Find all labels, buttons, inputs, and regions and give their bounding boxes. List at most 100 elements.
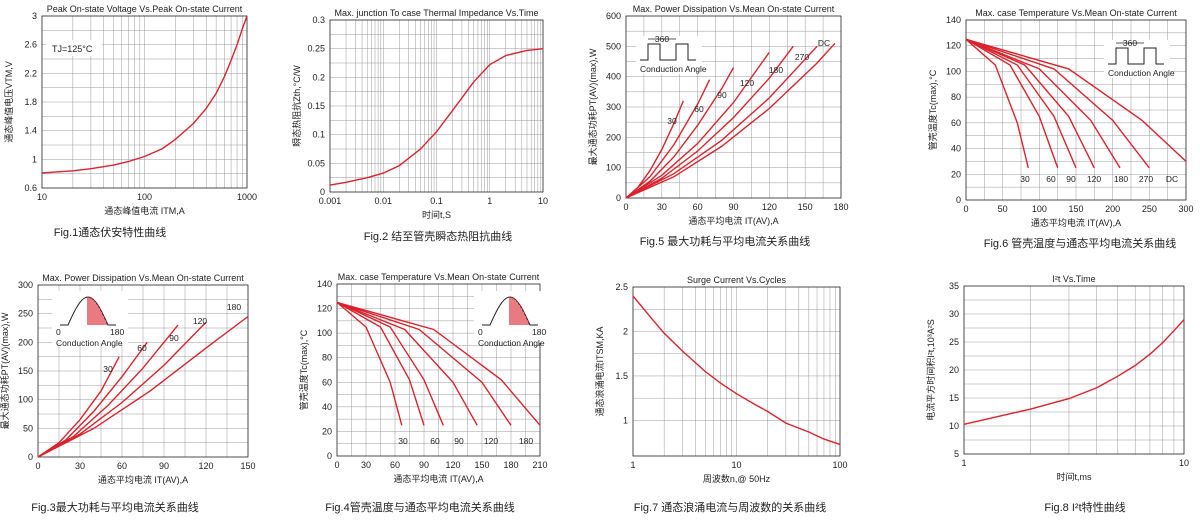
y-tick-label: 500 <box>606 41 621 51</box>
chart-title: Max. case Temperature Vs.Mean On-state C… <box>975 8 1177 18</box>
series-label: 120 <box>484 436 498 446</box>
series-label: 90 <box>169 333 179 343</box>
x-tick-label: 1000 <box>237 192 257 202</box>
x-tick-label: 60 <box>117 461 127 471</box>
x-tick-label: 150 <box>240 461 255 471</box>
series-line-90 <box>336 301 444 426</box>
series-line-180 <box>336 301 512 426</box>
x-tick-label: 0 <box>35 461 40 471</box>
series-label: 60 <box>430 436 440 446</box>
x-axis-label: 通态平均电流 IT(AV),A <box>98 474 188 485</box>
y-tick-label: 2.6 <box>24 40 37 50</box>
y-tick-label: 100 <box>18 395 33 405</box>
y-tick-label: 0 <box>320 187 325 197</box>
x-axis-label: 通态平均电流 IT(AV),A <box>1031 217 1121 228</box>
x-tick-label: 1 <box>487 196 492 206</box>
x-axis-label: 通态平均电流 IT(AV),A <box>688 215 778 226</box>
inset-conduction-label: Conduction Angle <box>478 338 545 348</box>
plot-frame <box>625 15 842 199</box>
x-tick-label: 0.1 <box>430 196 443 206</box>
y-tick-label: 20 <box>951 169 961 179</box>
inset-left-label: 0 <box>56 327 61 337</box>
series-line-30 <box>965 38 1029 169</box>
x-tick-label: 180 <box>833 202 848 212</box>
figure-caption: Fig.3最大功耗与平均电流关系曲线 <box>31 500 198 514</box>
y-axis-label: 通态浪涌电流ITSM,KA <box>594 326 605 416</box>
figure-caption: Fig.4管壳温度与通态平均电流关系曲线 <box>325 500 514 514</box>
y-tick-label: 0.2 <box>312 72 325 82</box>
y-axis-label: 瞬态热阻抗Zth,°C/W <box>291 65 302 147</box>
chart-fig7: Surge Current Vs.Cycles 1 10 100 1 1.5 2 2.5 周波数… <box>594 275 848 514</box>
series-label: DC <box>818 38 830 48</box>
series-label: 30 <box>398 436 408 446</box>
x-tick-label: 200 <box>1105 204 1120 214</box>
x-tick-label: 0 <box>623 202 628 212</box>
figure-caption: Fig.6 管壳温度与通态平均电流关系曲线 <box>984 236 1177 250</box>
chart-title: Max. Power Dissipation Vs.Mean On-state … <box>633 4 835 14</box>
x-tick-label: 1 <box>961 458 966 468</box>
y-tick-label: 200 <box>18 337 33 347</box>
x-tick-label: 50 <box>998 204 1008 214</box>
y-tick-label: 140 <box>946 15 961 25</box>
plot-frame <box>963 285 1185 455</box>
series-line-30 <box>336 301 403 426</box>
inset-right-label: 180 <box>532 327 546 337</box>
chart-fig4: Max. case Temperature Vs.Mean On-state C… <box>298 272 550 514</box>
series-line-120 <box>965 38 1095 169</box>
x-tick-label: 30 <box>75 461 85 471</box>
y-tick-label: 1.5 <box>615 371 628 381</box>
inset-conduction-label: Conduction Angle <box>56 338 123 348</box>
y-tick-label: 10 <box>949 421 959 431</box>
y-tick-label: 100 <box>317 328 332 338</box>
series-label: 120 <box>1087 174 1101 184</box>
y-tick-label: 25 <box>949 337 959 347</box>
series-line-180 <box>625 45 794 199</box>
y-tick-label: 0 <box>616 193 621 203</box>
y-tick-label: 100 <box>606 163 621 173</box>
plot-frame <box>329 19 544 193</box>
chart-fig1: Peak On-state Voltage Vs.Peak On-state C… <box>3 4 257 239</box>
x-tick-label: 10 <box>731 460 741 470</box>
series-label: 60 <box>694 104 704 114</box>
series-label: 30 <box>103 364 113 374</box>
series-label: 180 <box>519 436 533 446</box>
figure-caption: Fig.5 最大功耗与平均电流关系曲线 <box>640 234 811 248</box>
x-axis-label: 通态平均电流 IT(AV),A <box>393 473 483 484</box>
plot-frame <box>41 15 248 189</box>
figure-caption: Fig.2 结至管壳瞬态热阻抗曲线 <box>364 229 513 243</box>
y-tick-label: 50 <box>23 423 33 433</box>
series-line-120 <box>336 301 478 426</box>
y-tick-label: 300 <box>606 102 621 112</box>
y-tick-label: 0.1 <box>312 130 325 140</box>
inset-right-label: 180 <box>110 327 124 337</box>
chart-title: Surge Current Vs.Cycles <box>687 275 787 285</box>
x-axis-label: 通态峰值电流 ITM,A <box>104 205 185 216</box>
y-axis-label: 最大通态功耗PT(AV)(max),W <box>0 312 10 429</box>
series-line-60 <box>625 79 711 199</box>
series-label: 270 <box>795 52 809 62</box>
y-axis-label: 最大通态功耗PT(AV)(max),W <box>587 48 598 165</box>
series-label: 270 <box>1139 174 1153 184</box>
y-tick-label: 120 <box>317 304 332 314</box>
chart-title: Max. case Temperature Vs.Mean On-state C… <box>338 272 540 282</box>
series-label: 180 <box>1114 174 1128 184</box>
y-tick-label: 60 <box>951 118 961 128</box>
y-tick-label: 5 <box>954 449 959 459</box>
y-tick-label: 80 <box>322 353 332 363</box>
x-tick-label: 100 <box>137 192 152 202</box>
y-tick-label: 0.15 <box>307 101 325 111</box>
y-tick-label: 120 <box>946 41 961 51</box>
x-tick-label: 10 <box>538 196 548 206</box>
x-tick-label: 120 <box>762 202 777 212</box>
y-tick-label: 40 <box>951 144 961 154</box>
inset-period-label: 360 <box>1123 38 1137 48</box>
x-tick-label: 0.01 <box>374 196 392 206</box>
x-tick-label: 120 <box>445 460 460 470</box>
series-line-1 <box>632 295 841 446</box>
series-line-DC <box>965 38 1187 162</box>
chart-fig6: Max. case Temperature Vs.Mean On-state C… <box>927 8 1194 250</box>
x-axis-label: 周波数n,@ 50Hz <box>703 473 771 484</box>
